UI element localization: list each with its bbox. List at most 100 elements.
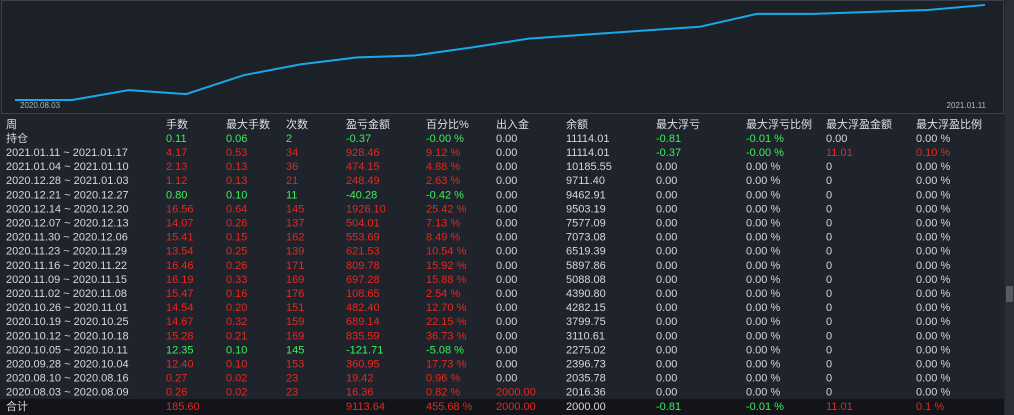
table-cell: 14.54 (166, 302, 194, 314)
total-label: 合计 (6, 399, 28, 413)
row-label: 2020.12.21 ~ 2020.12.27 (6, 189, 129, 201)
table-cell: 0.00 % (916, 302, 950, 314)
row-label: 2020.12.28 ~ 2021.01.03 (6, 175, 129, 187)
table-cell: 0 (826, 330, 832, 342)
table-cell: 151 (286, 302, 304, 314)
total-cell: 9113.64 (346, 401, 385, 413)
table-cell: -121.71 (346, 344, 383, 356)
column-header: 最大浮亏 (656, 117, 700, 131)
table-cell: 5088.08 (566, 274, 606, 286)
table-cell: 15.92 % (426, 260, 467, 272)
row-label: 2020.11.23 ~ 2020.11.29 (6, 246, 127, 258)
table-cell: 0.53 (226, 147, 247, 159)
table-cell: 0 (826, 203, 832, 215)
table-cell: 9.12 % (426, 147, 460, 159)
table-cell: 0.00 (496, 175, 517, 187)
table-cell: 0.00 (826, 133, 847, 145)
table-cell: 482.40 (346, 302, 380, 314)
table-cell: 0.00 % (916, 189, 950, 201)
table-cell: 145 (286, 203, 304, 215)
table-cell: 0 (826, 175, 832, 187)
table-cell: 0.21 (226, 330, 247, 342)
table-cell: 0.00 % (916, 288, 950, 300)
table-cell: 0.96 % (426, 373, 460, 385)
table-cell: 0 (826, 344, 832, 356)
column-header: 最大浮亏比例 (746, 117, 812, 131)
table-cell: 2000.00 (496, 387, 536, 399)
table-cell: 0.33 (226, 274, 247, 286)
table-cell: 10185.55 (566, 161, 612, 173)
table-cell: 2275.02 (566, 344, 606, 356)
table-cell: 0.00 % (746, 218, 780, 230)
table-cell: 0.00 (656, 246, 677, 258)
table-cell: 0.00 % (916, 246, 950, 258)
table-cell: 0.00 % (746, 373, 780, 385)
table-cell: 8.49 % (426, 232, 460, 244)
table-cell: 11114.01 (566, 147, 609, 159)
table-cell: -0.37 (656, 147, 681, 159)
table-cell: 0.82 % (426, 387, 460, 399)
row-label: 2020.10.19 ~ 2020.10.25 (6, 316, 129, 328)
table-cell: 0.00 % (746, 203, 780, 215)
table-cell: 0.00 (496, 330, 517, 342)
table-cell: 0.00 (496, 260, 517, 272)
row-label: 2020.10.05 ~ 2020.10.11 (6, 344, 128, 356)
table-cell: 697.28 (346, 274, 380, 286)
table-cell: 3799.75 (566, 316, 606, 328)
scroll-thumb[interactable] (1006, 286, 1013, 302)
table-cell: 0.00 (656, 387, 677, 399)
table-cell: 162 (286, 232, 304, 244)
table-cell: 5897.86 (566, 260, 606, 272)
column-header: 百分比% (426, 118, 469, 131)
table-cell: 36 (286, 161, 298, 173)
table-cell: 16.36 (346, 387, 374, 399)
total-cell: -0.81 (656, 401, 681, 413)
table-cell: 0.26 (226, 218, 247, 230)
table-cell: 0.00 % (746, 387, 780, 399)
table-cell: 0.00 (496, 373, 517, 385)
table-cell: 15.88 % (426, 274, 467, 286)
row-label: 2020.12.14 ~ 2020.12.20 (6, 203, 129, 215)
table-cell: 553.69 (346, 232, 380, 244)
table-cell: -0.00 % (746, 147, 784, 159)
row-label: 2020.11.16 ~ 2020.11.22 (6, 260, 127, 272)
table-cell: 0.00 % (746, 189, 780, 201)
table-cell: 0.02 (226, 373, 247, 385)
table-cell: 25.42 % (426, 203, 467, 215)
table-cell: 21 (286, 175, 298, 187)
table-cell: 0.00 % (916, 359, 950, 371)
table-cell: 16.56 (166, 203, 194, 215)
table-cell: 2.63 % (426, 175, 460, 187)
table-cell: 0.00 % (746, 246, 780, 258)
row-label: 2020.12.07 ~ 2020.12.13 (6, 218, 129, 230)
chart-panel (1, 0, 1004, 114)
table-cell: 0 (826, 218, 832, 230)
row-label: 2020.10.26 ~ 2020.11.01 (6, 302, 128, 314)
table-cell: 0.00 (656, 189, 677, 201)
table-cell: 23 (286, 387, 298, 399)
table-cell: 0.26 (166, 387, 187, 399)
table-cell: 9711.40 (566, 175, 605, 187)
table-cell: 0.06 (226, 133, 247, 145)
table-cell: 0.00 % (916, 203, 950, 215)
table-cell: 2.13 (166, 161, 187, 173)
table-cell: 0.10 (226, 344, 247, 356)
row-label: 2021.01.11 ~ 2021.01.17 (6, 147, 128, 159)
row-label: 2020.09.28 ~ 2020.10.04 (6, 359, 129, 371)
total-cell: 11.01 (826, 401, 853, 413)
table-cell: 0.13 (226, 175, 247, 187)
table-cell: 835.59 (346, 330, 380, 342)
table-cell: 0.00 (496, 232, 517, 244)
table-cell: 0.00 % (916, 316, 950, 328)
table-cell: 0.00 % (746, 232, 780, 244)
table-cell: 0.00 (496, 161, 517, 173)
table-cell: 1.12 (166, 175, 187, 187)
total-band (0, 399, 1004, 415)
table-cell: 9503.19 (566, 203, 606, 215)
total-cell: 455.68 % (426, 401, 473, 413)
table-cell: -0.37 (346, 133, 371, 145)
table-cell: 0.00 (656, 161, 677, 173)
row-label: 2020.11.09 ~ 2020.11.15 (6, 274, 127, 286)
